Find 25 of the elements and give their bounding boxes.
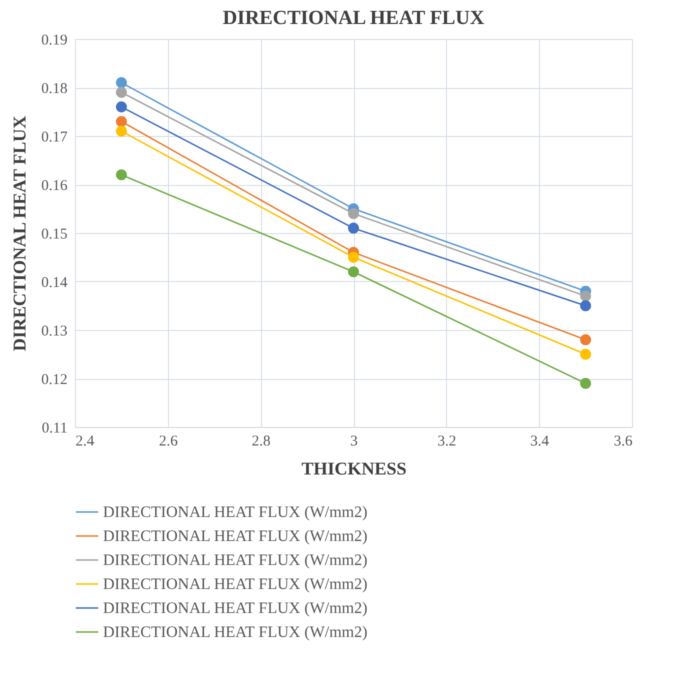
x-tick-label: 3.2 — [437, 434, 456, 450]
chart-title: DIRECTIONAL HEAT FLUX — [222, 7, 485, 29]
y-tick-label: 0.13 — [41, 324, 68, 340]
y-tick-label: 0.14 — [41, 275, 68, 291]
x-tick-label: 3.4 — [530, 434, 550, 450]
x-tick-label: 2.4 — [76, 434, 95, 450]
legend-label: DIRECTIONAL HEAT FLUX (W/mm2) — [103, 600, 368, 617]
y-tick-label: 0.19 — [41, 32, 68, 48]
y-tick-label: 0.17 — [41, 130, 68, 146]
legend-label: DIRECTIONAL HEAT FLUX (W/mm2) — [103, 528, 368, 545]
x-tick-label: 3 — [350, 434, 358, 450]
x-tick-label: 2.6 — [158, 434, 178, 450]
legend-label: DIRECTIONAL HEAT FLUX (W/mm2) — [103, 624, 368, 641]
x-tick-label: 2.8 — [252, 434, 271, 450]
y-axis-title: DIRECTIONAL HEAT FLUX — [9, 116, 30, 352]
y-tick-label: 0.15 — [41, 226, 68, 242]
legend-label: DIRECTIONAL HEAT FLUX (W/mm2) — [103, 552, 368, 569]
x-axis-title: THICKNESS — [301, 458, 407, 478]
y-tick-label: 0.11 — [42, 420, 68, 436]
x-tick-label: 3.6 — [614, 434, 633, 450]
y-tick-label: 0.16 — [41, 178, 68, 194]
y-tick-label: 0.12 — [41, 372, 68, 388]
legend-label: DIRECTIONAL HEAT FLUX (W/mm2) — [103, 504, 368, 521]
y-tick-label: 0.18 — [41, 81, 68, 97]
legend-label: DIRECTIONAL HEAT FLUX (W/mm2) — [103, 576, 368, 593]
